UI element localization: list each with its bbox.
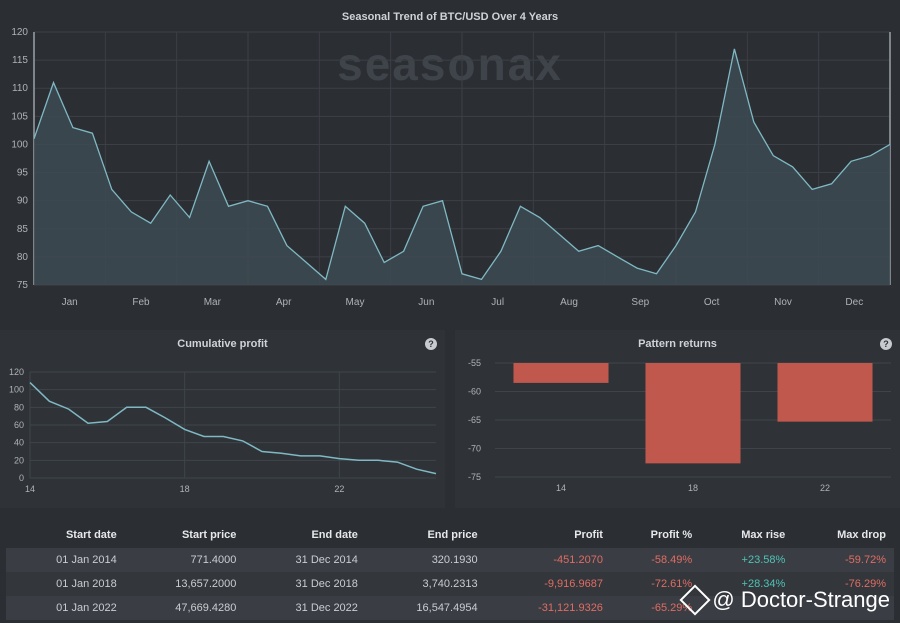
table-row: 01 Jan 2018 13,657.2000 31 Dec 2018 3,74… <box>6 572 894 596</box>
y-tick-label: 100 <box>11 139 28 150</box>
seasonal-trend-panel: Seasonal Trend of BTC/USD Over 4 Years s… <box>11 11 891 308</box>
y-tick-label: 80 <box>17 252 29 263</box>
cumulative-profit-panel: Cumulative profit ? 0 20 40 60 80 100 120 14 18… <box>0 330 445 508</box>
col-start-price[interactable]: Start price <box>181 529 237 541</box>
cell-end-date: 31 Dec 2022 <box>244 596 366 620</box>
cell-max-drop: -76.29% <box>793 572 894 596</box>
bar <box>777 363 873 422</box>
y-tick-label: 110 <box>12 83 28 94</box>
cell-end-price: 16,547.4954 <box>365 596 486 620</box>
y-tick-label: 85 <box>17 224 29 235</box>
y-tick-label: -60 <box>468 387 481 397</box>
y-tick-label: 120 <box>11 27 28 38</box>
cell-profit: -31,121.9326 <box>485 596 611 620</box>
cell-end-date: 31 Dec 2018 <box>244 572 366 596</box>
x-tick-label: Oct <box>704 297 720 308</box>
help-icon[interactable]: ? <box>880 338 892 350</box>
cell-start-price: 771.4000 <box>124 548 245 572</box>
x-tick-label: Feb <box>132 297 150 308</box>
cumulative-profit-chart: 0 20 40 60 80 100 120 14 18 22 <box>9 367 437 494</box>
pattern-returns-panel: Pattern returns ? -55 -60 -65 -70 -75 14 18 22 <box>455 330 900 508</box>
x-tick-label: Nov <box>774 297 792 308</box>
y-tick-label: 75 <box>17 280 29 291</box>
col-profit[interactable]: Profit <box>574 529 603 541</box>
y-tick-label: 120 <box>9 367 24 377</box>
table-row: 01 Jan 2014 771.4000 31 Dec 2014 320.193… <box>6 548 894 572</box>
cell-profit-pct: -72.61% <box>610 572 701 596</box>
bar <box>645 363 741 464</box>
x-tick-label: Dec <box>845 297 863 308</box>
returns-table: Start date Start price End date End pric… <box>6 522 894 620</box>
trend-line <box>33 48 891 281</box>
y-tick-label: -75 <box>468 472 481 482</box>
x-tick-label: 14 <box>25 484 35 494</box>
x-tick-label: Jul <box>491 297 504 308</box>
seasonal-trend-chart: Seasonal Trend of BTC/USD Over 4 Years s… <box>11 11 891 308</box>
cell-start-date: 01 Jan 2022 <box>6 596 125 620</box>
col-end-price[interactable]: End price <box>427 529 478 541</box>
table-row: 01 Jan 2022 47,669.4280 31 Dec 2022 16,5… <box>6 596 894 620</box>
cell-end-date: 31 Dec 2014 <box>244 548 366 572</box>
y-tick-label: -55 <box>468 358 481 368</box>
cell-profit: -9,916.9687 <box>485 572 611 596</box>
x-tick-label: Sep <box>631 297 649 308</box>
help-icon[interactable]: ? <box>425 338 437 350</box>
y-tick-label: 80 <box>14 402 24 412</box>
col-end-date[interactable]: End date <box>311 529 358 541</box>
cell-profit-pct: -65.29% <box>610 596 701 620</box>
cell-max-drop <box>793 596 894 620</box>
x-tick-label: 18 <box>180 484 190 494</box>
diamond-logo-icon <box>679 584 711 616</box>
y-tick-label: -70 <box>468 444 481 454</box>
credit-watermark: @ Doctor-Strange <box>679 584 890 616</box>
x-tick-label: May <box>346 297 365 308</box>
cell-start-price: 47,669.4280 <box>124 596 245 620</box>
x-tick-label: 18 <box>688 483 698 493</box>
col-profit-pct[interactable]: Profit % <box>650 529 693 541</box>
col-max-drop[interactable]: Max drop <box>837 529 886 541</box>
pattern-returns-chart: -55 -60 -65 -70 -75 14 18 22 <box>468 358 891 493</box>
credit-text: @ Doctor-Strange <box>712 587 890 612</box>
cumulative-profit-title: Cumulative profit <box>177 338 268 350</box>
cell-profit: -451.2070 <box>485 548 611 572</box>
cell-start-price: 13,657.2000 <box>124 572 245 596</box>
cell-end-price: 320.1930 <box>365 548 486 572</box>
y-tick-label: 105 <box>11 111 28 122</box>
watermark-logo: seasonax <box>337 38 563 90</box>
col-start-date[interactable]: Start date <box>65 529 117 541</box>
cell-max-rise: +28.34% <box>700 572 794 596</box>
y-tick-label: -65 <box>468 415 481 425</box>
cell-max-rise <box>700 596 794 620</box>
x-tick-label: Apr <box>276 297 292 308</box>
x-tick-label: 22 <box>334 484 344 494</box>
y-tick-label: 100 <box>9 385 24 395</box>
pattern-returns-title: Pattern returns <box>638 338 717 350</box>
main-chart-title: Seasonal Trend of BTC/USD Over 4 Years <box>342 11 558 23</box>
cell-end-price: 3,740.2313 <box>365 572 486 596</box>
x-tick-label: Jun <box>418 297 434 308</box>
col-max-rise[interactable]: Max rise <box>741 529 786 541</box>
cell-max-drop: -59.72% <box>793 548 894 572</box>
cell-max-rise: +23.58% <box>700 548 794 572</box>
table-header-row: Start date Start price End date End pric… <box>6 522 894 548</box>
y-tick-label: 40 <box>14 438 24 448</box>
y-tick-label: 20 <box>14 455 24 465</box>
bar <box>513 363 609 383</box>
x-tick-label: Aug <box>560 297 578 308</box>
x-tick-label: Mar <box>204 297 222 308</box>
x-tick-label: 22 <box>820 483 830 493</box>
y-tick-label: 60 <box>14 420 24 430</box>
cell-start-date: 01 Jan 2014 <box>6 548 125 572</box>
x-tick-label: 14 <box>556 483 566 493</box>
cell-start-date: 01 Jan 2018 <box>6 572 125 596</box>
cumulative-line <box>29 382 437 475</box>
cell-profit-pct: -58.49% <box>610 548 701 572</box>
y-tick-label: 95 <box>17 168 29 179</box>
x-tick-label: Jan <box>62 297 78 308</box>
trend-area <box>34 48 890 286</box>
y-tick-label: 115 <box>12 55 28 66</box>
y-tick-label: 0 <box>19 473 24 483</box>
y-tick-label: 90 <box>17 196 29 207</box>
